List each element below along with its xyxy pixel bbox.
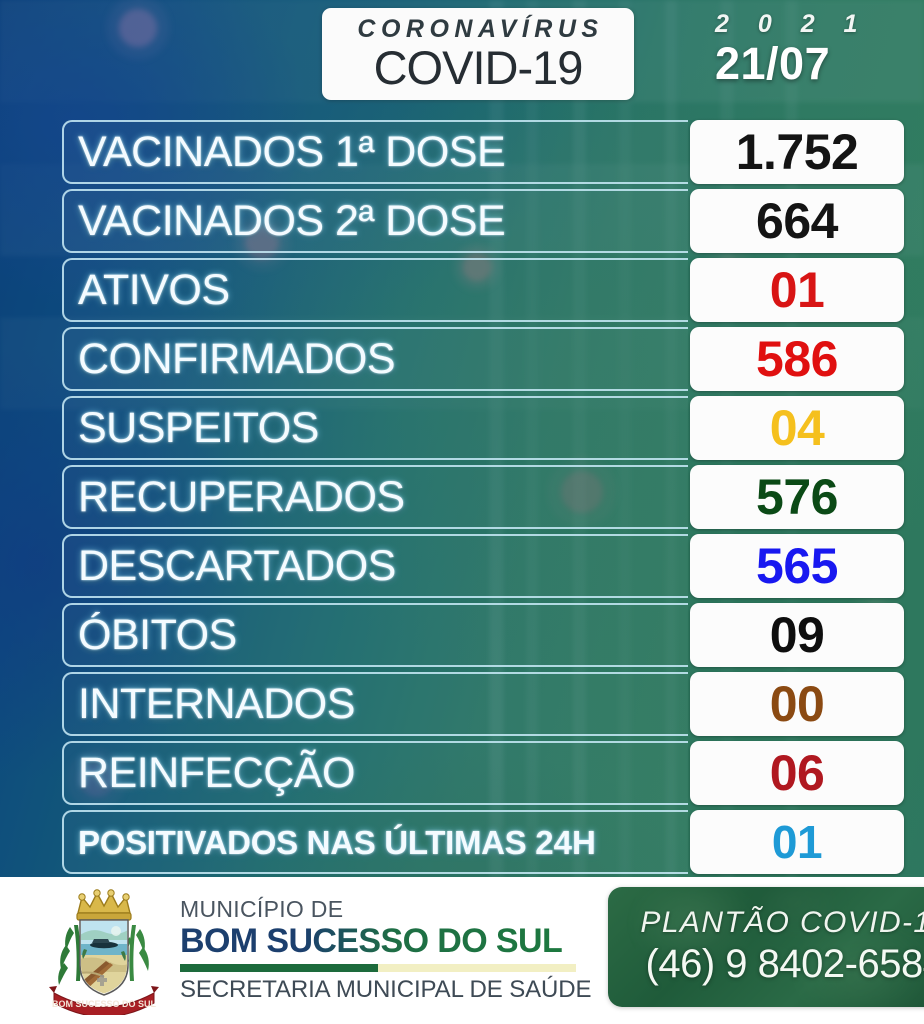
stat-row-label-box: INTERNADOS: [62, 672, 688, 736]
stat-row-label-box: VACINADOS 2ª DOSE: [62, 189, 688, 253]
municipality-block: MUNICÍPIO DE BOM SUCESSO DO SUL SECRETAR…: [180, 896, 592, 1004]
stat-value: 1.752: [735, 124, 859, 180]
stat-row: REINFECÇÃO 06: [62, 741, 904, 805]
stat-value: 00: [769, 676, 825, 732]
coronavirus-subtitle: CORONAVÍRUS: [357, 14, 604, 43]
stat-row-label-box: RECUPERADOS: [62, 465, 688, 529]
brand-divider-bar: [180, 964, 576, 973]
stat-row: VACINADOS 2ª DOSE 664: [62, 189, 904, 253]
stat-value: 586: [756, 331, 838, 387]
stat-value-box: 586: [690, 327, 904, 391]
stat-label: RECUPERADOS: [78, 472, 405, 521]
stat-label: DESCARTADOS: [78, 541, 396, 590]
date-label: 21/07: [715, 38, 831, 89]
stat-value: 576: [756, 469, 838, 525]
stat-value-box: 09: [690, 603, 904, 667]
footer: BOM SUCESSO DO SUL MUNICÍPIO DE BOM SUCE…: [0, 877, 924, 1024]
stat-row: VACINADOS 1ª DOSE 1.752: [62, 120, 904, 184]
stat-row-label-box: VACINADOS 1ª DOSE: [62, 120, 688, 184]
covid-title-plate: CORONAVÍRUS COVID-19: [322, 8, 634, 100]
stat-value: 09: [769, 607, 825, 663]
stat-value-box: 06: [690, 741, 904, 805]
stat-value: 01: [771, 816, 823, 868]
stat-row-label-box: CONFIRMADOS: [62, 327, 688, 391]
stat-label: ÓBITOS: [78, 610, 237, 659]
virus-particle-icon: [233, 213, 291, 271]
stat-value: 565: [756, 538, 838, 594]
stat-row: ÓBITOS 09: [62, 603, 904, 667]
year-label: 2 0 2 1: [715, 10, 869, 38]
virus-particle-icon: [453, 243, 501, 291]
stat-label: CONFIRMADOS: [78, 334, 396, 383]
stat-row-label-box: ATIVOS: [62, 258, 688, 322]
stat-row-label-box: POSITIVADOS NAS ÚLTIMAS 24H: [62, 810, 688, 874]
stats-list: VACINADOS 1ª DOSE 1.752 VACINADOS 2ª DOSE 6…: [0, 112, 924, 877]
stat-value-box: 664: [690, 189, 904, 253]
stat-value-box: 01: [690, 258, 904, 322]
stat-row: CONFIRMADOS 586: [62, 327, 904, 391]
stat-row: DESCARTADOS 565: [62, 534, 904, 598]
stat-label: REINFECÇÃO: [78, 748, 355, 797]
stat-label: SUSPEITOS: [78, 403, 319, 452]
stat-value: 664: [756, 193, 838, 249]
stat-value-box: 04: [690, 396, 904, 460]
department-name: SECRETARIA MUNICIPAL DE SAÚDE: [180, 976, 592, 1004]
covid-title: COVID-19: [373, 40, 584, 94]
virus-particle-icon: [546, 456, 618, 528]
stat-label: INTERNADOS: [78, 679, 355, 728]
stat-row: POSITIVADOS NAS ÚLTIMAS 24H 01: [62, 810, 904, 874]
stat-row: RECUPERADOS 576: [62, 465, 904, 529]
stat-value-box: 1.752: [690, 120, 904, 184]
stat-row: INTERNADOS 00: [62, 672, 904, 736]
header: CORONAVÍRUS COVID-19 2 0 2 1 21/07: [0, 0, 924, 112]
stat-value-box: 00: [690, 672, 904, 736]
crest-banner-text: BOM SUCESSO DO SUL: [52, 999, 157, 1009]
stat-row: SUSPEITOS 04: [62, 396, 904, 460]
stat-label: ATIVOS: [78, 265, 230, 314]
stat-value: 04: [769, 400, 825, 456]
hotline-label: PLANTÃO COVID-19: [640, 906, 924, 939]
stat-value: 06: [769, 745, 825, 801]
stat-label: POSITIVADOS NAS ÚLTIMAS 24H: [78, 823, 596, 861]
stat-label: VACINADOS 1ª DOSE: [78, 127, 506, 176]
stat-row-label-box: REINFECÇÃO: [62, 741, 688, 805]
stat-row-label-box: DESCARTADOS: [62, 534, 688, 598]
municipal-coat-of-arms-icon: BOM SUCESSO DO SUL: [49, 889, 159, 1015]
municipality-name: BOM SUCESSO DO SUL: [180, 922, 590, 960]
stat-row: ATIVOS 01: [62, 258, 904, 322]
stat-value-box: 576: [690, 465, 904, 529]
municipality-prefix: MUNICÍPIO DE: [180, 896, 344, 922]
stat-label: VACINADOS 2ª DOSE: [78, 196, 506, 245]
stat-value: 01: [769, 262, 825, 318]
stat-row-label-box: ÓBITOS: [62, 603, 688, 667]
stat-value-box: 565: [690, 534, 904, 598]
hotline-number: (46) 9 8402-6584: [645, 942, 924, 986]
covid-hotline-box[interactable]: PLANTÃO COVID-19 (46) 9 8402-6584: [608, 887, 924, 1007]
stat-value-box: 01: [690, 810, 904, 874]
date-block: 2 0 2 1 21/07: [715, 10, 900, 89]
virus-particle-icon: [106, 0, 170, 60]
stat-row-label-box: SUSPEITOS: [62, 396, 688, 460]
